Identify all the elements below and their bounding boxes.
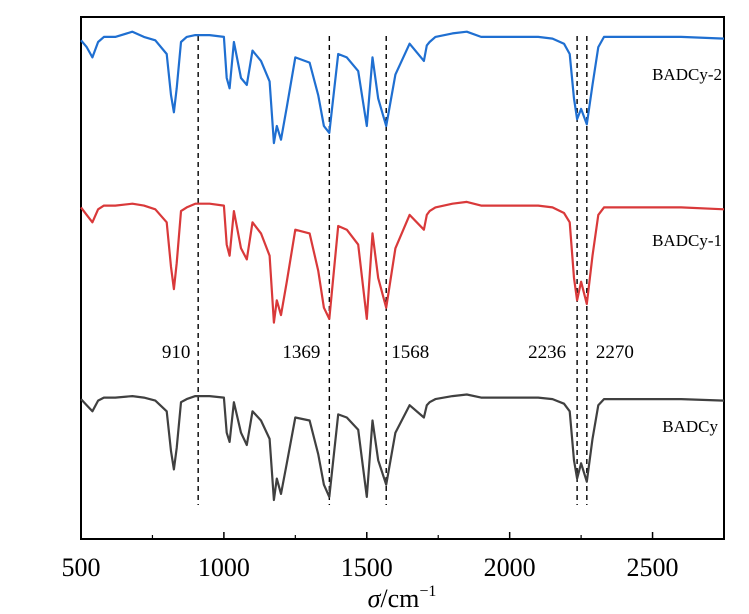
x-axis-symbol: σ: [368, 584, 382, 613]
series-line-badcy-1: [80, 200, 725, 324]
x-tick-label: 2000: [484, 553, 536, 582]
reference-line-labels: 910 1369 1568 2236 2270: [162, 342, 634, 363]
series-line-badcy: [80, 393, 725, 502]
reference-label-2236: 2236: [528, 342, 566, 363]
reference-label-2270: 2270: [596, 342, 634, 363]
series-line-badcy-2: [80, 30, 725, 145]
x-axis: 500 1000 1500 2000 2500: [62, 532, 679, 582]
x-axis-unit: /cm: [380, 584, 419, 613]
x-tick-label: 2500: [627, 553, 679, 582]
reference-label-910: 910: [162, 342, 191, 363]
x-axis-exponent: −1: [419, 583, 436, 600]
series-label-badcy-1: BADCy-1: [652, 231, 722, 250]
x-tick-label: 1000: [198, 553, 250, 582]
series-label-badcy-2: BADCy-2: [652, 65, 722, 84]
reference-lines: [197, 36, 588, 505]
x-axis-title: σ/cm−1: [368, 583, 437, 613]
x-tick-label: 1500: [341, 553, 393, 582]
plot-frame: [80, 16, 725, 540]
reference-label-1568: 1568: [391, 342, 429, 363]
series-layer: [80, 30, 725, 502]
series-labels: BADCy-2 BADCy-1 BADCy: [652, 65, 722, 436]
reference-label-1369: 1369: [282, 342, 320, 363]
x-tick-label: 500: [62, 553, 101, 582]
series-label-badcy: BADCy: [662, 417, 718, 436]
